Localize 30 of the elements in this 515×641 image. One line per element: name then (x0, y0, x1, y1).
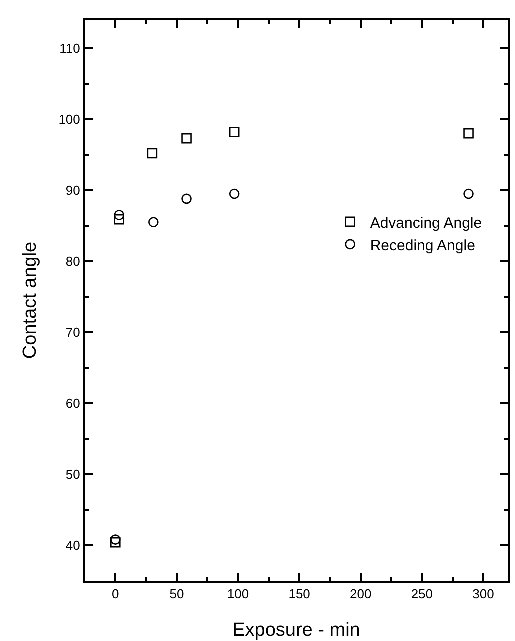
point (147, 148, 158, 159)
point (114, 210, 124, 220)
y-tick-label: 60 (66, 396, 80, 412)
y-axis-title: Contact angle (20, 242, 41, 360)
point (229, 188, 240, 200)
point (464, 128, 474, 139)
point (114, 214, 124, 225)
point (182, 133, 192, 144)
x-tick-label: 150 (288, 586, 310, 602)
y-tick-label: 110 (60, 40, 80, 56)
legend-label: Advancing Angle (370, 214, 482, 232)
x-tick-label: 200 (350, 586, 372, 602)
point (110, 538, 121, 548)
y-tick-label: 50 (66, 467, 80, 482)
x-tick-label: 250 (411, 586, 434, 602)
y-tick-label: 80 (66, 254, 80, 269)
point (464, 188, 474, 200)
x-tick-label: 50 (170, 586, 184, 602)
point (182, 194, 192, 204)
x-tick-label: 100 (227, 586, 250, 602)
y-tick-label: 90 (66, 182, 80, 198)
point (229, 127, 240, 138)
x-tick-label: 300 (472, 586, 494, 602)
x-axis-title: Exposure - min (232, 620, 360, 641)
legend-label: Receding Angle (370, 237, 476, 254)
x-tick-label: 0 (112, 586, 120, 602)
y-tick-label: 40 (66, 538, 80, 554)
y-tick-label: 100 (58, 112, 80, 127)
y-tick-label: 70 (66, 325, 80, 340)
point (148, 217, 159, 228)
